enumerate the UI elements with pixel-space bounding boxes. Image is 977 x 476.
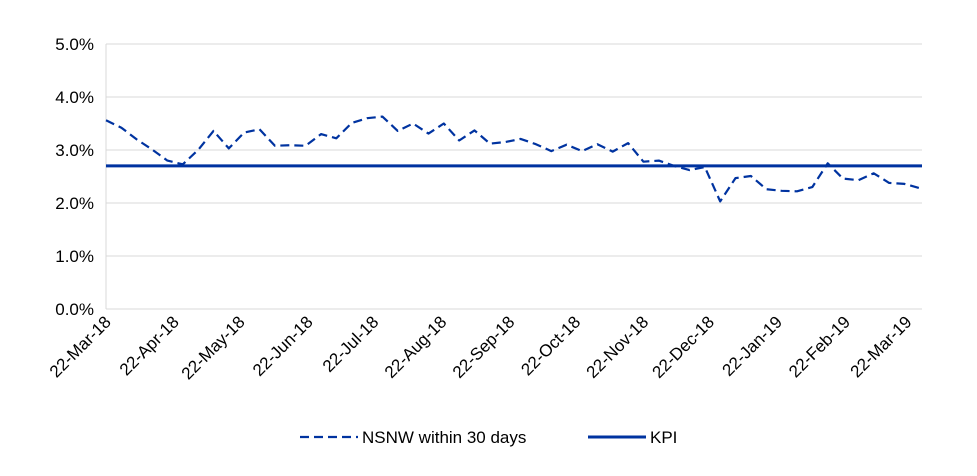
x-tick-label: 22-Jan-19 bbox=[718, 312, 786, 380]
y-tick-label: 0.0% bbox=[55, 300, 94, 319]
x-tick-label: 22-Jun-18 bbox=[249, 312, 317, 380]
series-line-nsnw bbox=[105, 115, 922, 203]
legend-label-nsnw: NSNW within 30 days bbox=[362, 428, 526, 447]
x-tick-label: 22-Sep-18 bbox=[449, 312, 519, 382]
y-tick-label: 5.0% bbox=[55, 35, 94, 54]
legend-item-nsnw: NSNW within 30 days bbox=[300, 428, 526, 447]
x-tick-label: 22-Oct-18 bbox=[517, 312, 584, 379]
y-tick-label: 1.0% bbox=[55, 247, 94, 266]
x-tick-label: 22-Mar-19 bbox=[847, 312, 916, 381]
y-axis-tick-labels: 0.0% 1.0% 2.0% 3.0% 4.0% 5.0% bbox=[55, 35, 94, 319]
y-tick-label: 3.0% bbox=[55, 141, 94, 160]
x-tick-label: 22-Feb-19 bbox=[785, 312, 854, 381]
x-tick-label: 22-Dec-18 bbox=[648, 312, 718, 382]
y-tick-label: 2.0% bbox=[55, 194, 94, 213]
y-tick-label: 4.0% bbox=[55, 88, 94, 107]
legend-item-kpi: KPI bbox=[588, 428, 677, 447]
x-tick-label: 22-Mar-18 bbox=[46, 312, 115, 381]
x-tick-label: 22-Apr-18 bbox=[116, 312, 183, 379]
x-tick-label: 22-Jul-18 bbox=[319, 312, 383, 376]
series-lines bbox=[105, 115, 922, 203]
x-tick-label: 22-Nov-18 bbox=[583, 312, 653, 382]
x-tick-label: 22-May-18 bbox=[178, 312, 249, 383]
x-tick-label: 22-Aug-18 bbox=[381, 312, 451, 382]
legend: NSNW within 30 days KPI bbox=[300, 428, 677, 447]
gridlines bbox=[105, 43, 922, 310]
legend-label-kpi: KPI bbox=[650, 428, 677, 447]
